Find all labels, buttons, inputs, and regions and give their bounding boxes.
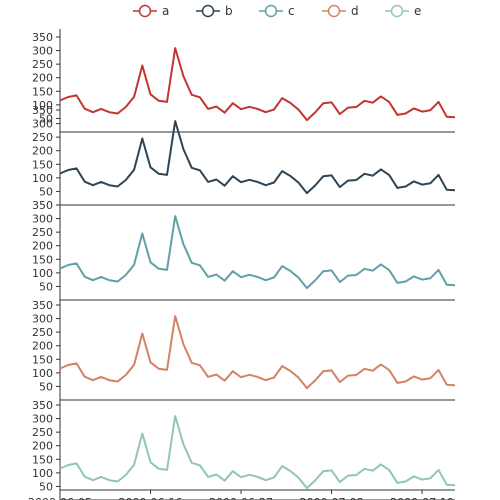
y-tick-label-e-300: 300 [32, 413, 53, 426]
x-tick-label-2000-07-08: 2000-07-08 [300, 496, 364, 500]
y-tick-label-a-150: 150 [32, 85, 53, 98]
series-line-b[interactable] [59, 120, 456, 195]
series-line-a[interactable] [59, 47, 456, 122]
y-tick-label-d-100: 100 [32, 367, 53, 380]
y-tick-label-d-50: 50 [39, 380, 53, 393]
x-tick-label-2000-07-19: 2000-07-19 [390, 496, 454, 500]
legend-label-a: a [162, 4, 169, 18]
y-tick-label-c-200: 200 [32, 240, 53, 253]
legend-label-d: d [351, 4, 359, 18]
y-tick-label-c-150: 150 [32, 253, 53, 266]
y-tick-label-c-300: 300 [32, 213, 53, 226]
y-tick-label-b-350: 350 [32, 104, 53, 117]
x-tick-label-2000-06-16: 2000-06-16 [119, 496, 183, 500]
legend-label-b: b [225, 4, 233, 18]
y-tick-label-b-100: 100 [32, 172, 53, 185]
y-tick-label-a-100: 100 [32, 99, 53, 112]
y-tick-label-e-200: 200 [32, 440, 53, 453]
y-tick-label-c-100: 100 [32, 267, 53, 280]
y-tick-label-c-350: 350 [32, 199, 53, 212]
y-tick-label-b-50: 50 [39, 185, 53, 198]
x-axis: 2000-06-05 2000-06-16 2000-06-27 2000-07-08… [28, 489, 455, 500]
series-line-d[interactable] [59, 315, 456, 390]
legend-marker-a [138, 4, 152, 18]
y-tick-label-e-50: 50 [39, 480, 53, 493]
y-tick-label-d-250: 250 [32, 326, 53, 339]
y-tick-label-e-100: 100 [32, 467, 53, 480]
y-tick-label-a-200: 200 [32, 72, 53, 85]
y-tick-label-e-250: 250 [32, 426, 53, 439]
y-tick-label-b-250: 250 [32, 131, 53, 144]
chart-panels: 5010015020025030035050100150200250300350… [32, 29, 456, 500]
legend[interactable]: a b c d e [133, 4, 421, 18]
series-line-c[interactable] [59, 215, 456, 290]
y-tick-label-b-300: 300 [32, 118, 53, 131]
y-tick-label-a-350: 350 [32, 31, 53, 44]
y-tick-label-d-200: 200 [32, 340, 53, 353]
legend-marker-e [390, 4, 404, 18]
x-tick-label-2000-06-27: 2000-06-27 [209, 496, 273, 500]
legend-item-d[interactable]: d [322, 4, 359, 18]
y-tick-label-b-200: 200 [32, 145, 53, 158]
y-tick-label-d-150: 150 [32, 353, 53, 366]
y-tick-label-d-350: 350 [32, 299, 53, 312]
y-tick-label-a-300: 300 [32, 45, 53, 58]
y-tick-label-b-150: 150 [32, 158, 53, 171]
series-line-e[interactable] [59, 415, 456, 490]
y-tick-label-a-50: 50 [39, 112, 53, 125]
legend-label-e: e [414, 4, 421, 18]
legend-marker-b [201, 4, 215, 18]
x-tick-label-2000-06-05: 2000-06-05 [28, 496, 92, 500]
y-tick-label-e-350: 350 [32, 399, 53, 412]
legend-marker-c [264, 4, 278, 18]
y-tick-label-d-300: 300 [32, 313, 53, 326]
y-tick-label-c-50: 50 [39, 280, 53, 293]
y-tick-label-e-150: 150 [32, 453, 53, 466]
legend-marker-d [327, 4, 341, 18]
legend-label-c: c [288, 4, 295, 18]
y-tick-label-a-250: 250 [32, 58, 53, 71]
legend-item-c[interactable]: c [259, 4, 295, 18]
legend-item-b[interactable]: b [196, 4, 233, 18]
legend-item-e[interactable]: e [385, 4, 421, 18]
y-tick-label-c-250: 250 [32, 226, 53, 239]
legend-item-a[interactable]: a [133, 4, 169, 18]
